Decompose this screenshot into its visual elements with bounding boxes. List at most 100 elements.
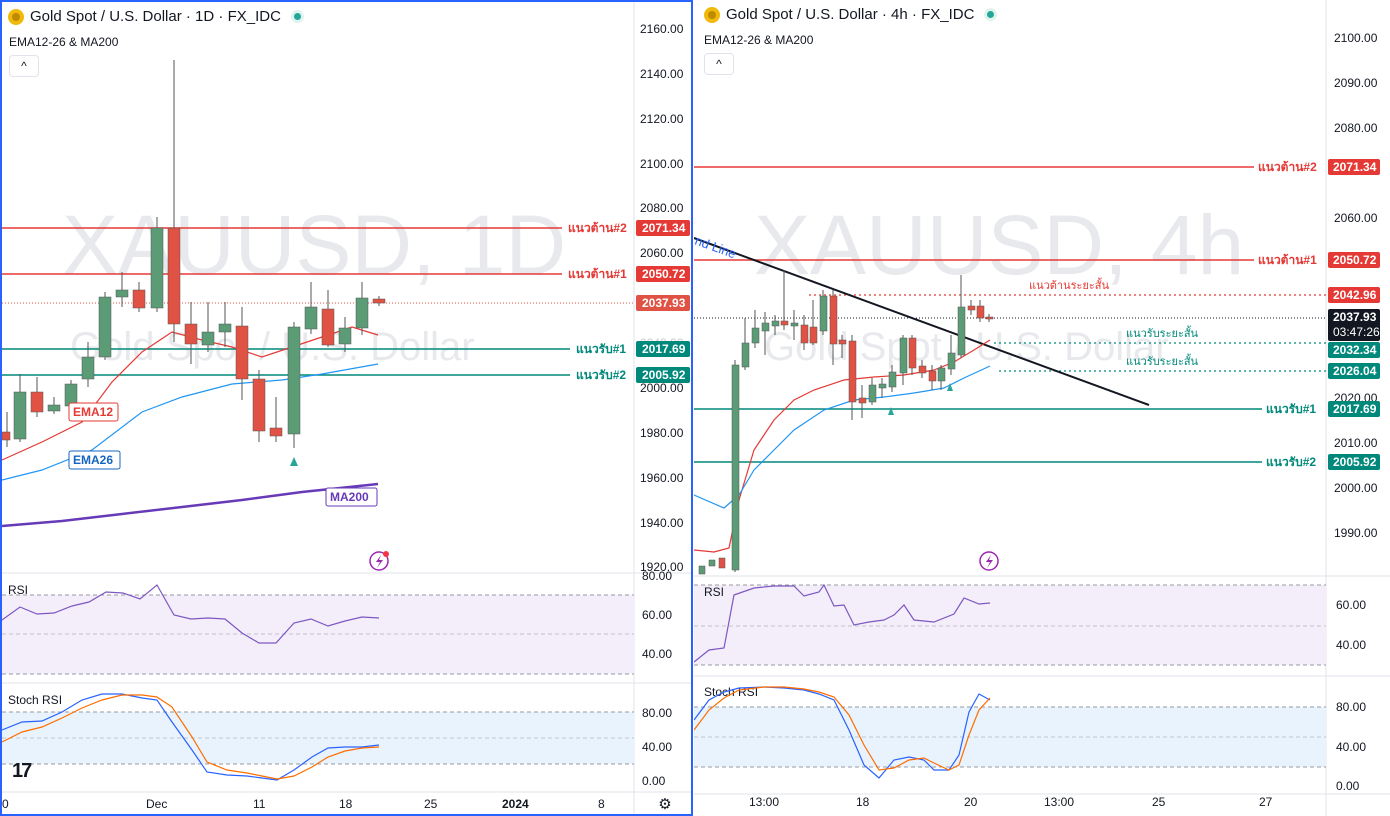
chart-title[interactable]: Gold Spot / U.S. Dollar · 4h · FX_IDC (726, 6, 975, 23)
ema12-label: EMA12 (73, 405, 113, 419)
indicator-label[interactable]: EMA12-26 & MA200 (704, 33, 814, 47)
daily-chart-canvas[interactable]: XAUUSD, 1D Gold Spot / U.S. Dollar 2160.… (2, 2, 691, 814)
stoch-tick: 40.00 (1336, 740, 1366, 754)
daily-chart-panel[interactable]: XAUUSD, 1D Gold Spot / U.S. Dollar 2160.… (0, 0, 693, 816)
support-2-label: แนวรับ#2 (1266, 455, 1316, 469)
gold-symbol-icon (704, 6, 720, 23)
rsi-tick: 80.00 (642, 569, 672, 583)
price-tick: 2080.00 (1334, 121, 1378, 135)
ma200-line (2, 482, 379, 528)
current-price-tag: 2037.93 (642, 296, 686, 310)
4h-chart-panel[interactable]: XAUUSD, 4h Gold Spot / U.S. Dollar 2100.… (694, 0, 1390, 816)
resistance-1-label: แนวต้าน#1 (1258, 253, 1317, 267)
4h-candles[interactable] (698, 270, 994, 575)
rsi-title: RSI (704, 585, 724, 599)
price-axis[interactable]: 2160.00 2140.00 2120.00 2100.00 2080.00 … (640, 22, 684, 574)
price-tick: 2160.00 (640, 22, 684, 36)
watermark-name: Gold Spot / U.S. Dollar (70, 325, 475, 369)
price-tick: 2090.00 (1334, 76, 1378, 90)
chart-header[interactable]: Gold Spot / U.S. Dollar · 4h · FX_IDC (704, 6, 998, 23)
rsi-tick: 60.00 (642, 608, 672, 622)
resistance-2-price: 2071.34 (1333, 160, 1377, 174)
chart-title[interactable]: Gold Spot / U.S. Dollar · 1D · FX_IDC (30, 8, 281, 25)
time-tick: 8 (598, 797, 605, 811)
price-tick: 1960.00 (640, 471, 684, 485)
daily-candles[interactable] (2, 60, 386, 448)
time-tick: 27 (1259, 795, 1273, 809)
stoch-k-line (2, 693, 380, 781)
trend-line-label: nd Line (694, 233, 738, 262)
tradingview-logo-icon[interactable]: 17 (12, 760, 32, 782)
indicator-label[interactable]: EMA12-26 & MA200 (9, 35, 119, 49)
resistance-1-price: 2050.72 (642, 267, 686, 281)
price-tick: 2120.00 (640, 112, 684, 126)
rsi-tick: 40.00 (1336, 638, 1366, 652)
ema26-label: EMA26 (73, 453, 113, 467)
price-tick: 2100.00 (1334, 31, 1378, 45)
collapse-indicators-button[interactable]: ^ (9, 55, 39, 77)
rsi-tick: 60.00 (1336, 598, 1366, 612)
time-tick: 20 (964, 795, 978, 809)
market-status-icon[interactable] (984, 8, 998, 21)
short-resistance-label: แนวต้านระยะสั้น (1029, 277, 1110, 292)
stoch-tick: 40.00 (642, 740, 672, 754)
price-tick: 2140.00 (640, 67, 684, 81)
time-tick: 18 (856, 795, 870, 809)
signal-up-arrow (947, 383, 953, 391)
short-support-2-label: แนวรับระยะสั้น (1126, 353, 1199, 368)
time-tick: 25 (424, 797, 438, 811)
time-axis[interactable]: 13:00 18 20 13:00 25 27 (749, 795, 1273, 809)
bar-countdown: 03:47:26 (1333, 325, 1380, 339)
signal-up-arrow (888, 407, 894, 415)
support-1-label: แนวรับ#1 (1266, 402, 1316, 416)
stoch-tick: 0.00 (642, 774, 666, 788)
4h-chart-canvas[interactable]: XAUUSD, 4h Gold Spot / U.S. Dollar 2100.… (694, 0, 1390, 816)
time-tick: Dec (146, 797, 167, 811)
stoch-d-line (694, 686, 991, 771)
support-1-price: 2017.69 (642, 342, 686, 356)
price-tick: 2000.00 (640, 381, 684, 395)
time-tick: 25 (1152, 795, 1166, 809)
time-tick: 13:00 (749, 795, 779, 809)
support-2-price: 2005.92 (1333, 455, 1377, 469)
stoch-rsi-title: Stoch RSI (8, 693, 62, 707)
price-tick: 1980.00 (640, 426, 684, 440)
support-2-label: แนวรับ#2 (576, 368, 626, 382)
resistance-1-label: แนวต้าน#1 (568, 267, 627, 281)
short-support-2-price: 2026.04 (1333, 364, 1377, 378)
short-resistance-price: 2042.96 (1333, 288, 1377, 302)
ema26-line (2, 363, 379, 481)
collapse-indicators-button[interactable]: ^ (704, 53, 734, 75)
time-tick: 0 (2, 797, 9, 811)
market-status-icon[interactable] (290, 10, 304, 23)
price-tick: 2100.00 (640, 157, 684, 171)
stoch-tick: 80.00 (642, 706, 672, 720)
support-2-price: 2005.92 (642, 368, 686, 382)
resistance-1-price: 2050.72 (1333, 253, 1377, 267)
watermark-symbol: XAUUSD, 4h (754, 198, 1244, 292)
rsi-line (694, 583, 991, 663)
rsi-tick: 40.00 (642, 647, 672, 661)
support-1-label: แนวรับ#1 (576, 342, 626, 356)
time-tick: 11 (253, 797, 266, 811)
ma200-label: MA200 (330, 490, 369, 504)
price-tick: 2000.00 (1334, 481, 1378, 495)
time-axis[interactable]: 0 Dec 11 18 25 2024 8 (2, 797, 605, 811)
rsi-line (2, 584, 380, 644)
resistance-2-label: แนวต้าน#2 (568, 221, 627, 235)
price-tick: 1990.00 (1334, 526, 1378, 540)
settings-gear-icon[interactable]: ⚙ (658, 796, 672, 813)
stoch-d-line (2, 694, 380, 780)
resistance-2-label: แนวต้าน#2 (1258, 160, 1317, 174)
short-support-1-label: แนวรับระยะสั้น (1126, 325, 1199, 340)
current-price-tag: 2037.93 (1333, 310, 1377, 324)
stoch-k-line (694, 686, 991, 779)
stoch-tick: 80.00 (1336, 700, 1366, 714)
chart-header[interactable]: Gold Spot / U.S. Dollar · 1D · FX_IDC (8, 8, 304, 25)
price-tick: 2060.00 (1334, 211, 1378, 225)
trend-line[interactable] (694, 237, 1150, 406)
watermark-symbol: XAUUSD, 1D (62, 198, 566, 292)
price-tick: 2010.00 (1334, 436, 1378, 450)
price-tick: 2060.00 (640, 246, 684, 260)
signal-up-arrow (290, 457, 298, 466)
